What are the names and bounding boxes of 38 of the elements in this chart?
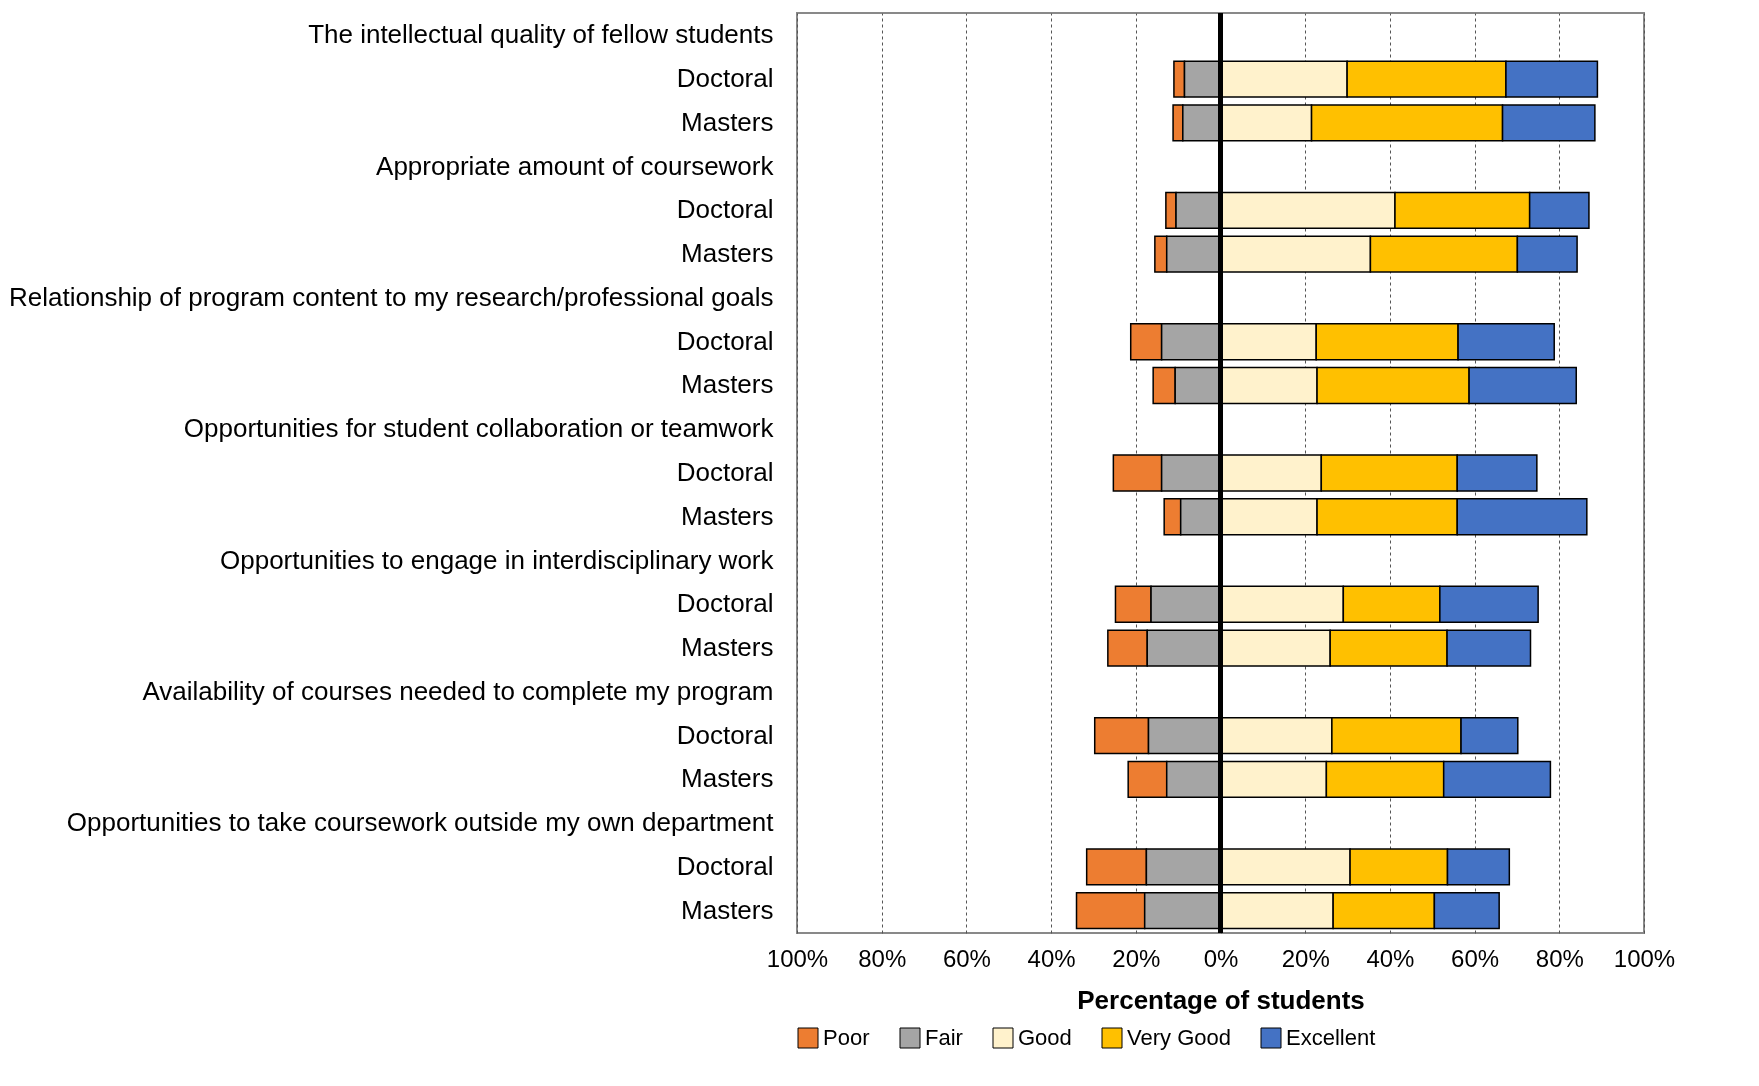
x-tick-label: 100% (766, 944, 829, 972)
y-tick-label: Masters (681, 500, 774, 531)
x-tick-label: 80% (1535, 944, 1584, 972)
y-tick-label: Doctoral (676, 850, 774, 881)
y-tick-label: Doctoral (676, 719, 774, 750)
y-tick-label: Masters (681, 369, 774, 400)
y-tick-label: Masters (681, 894, 774, 925)
legend-label: Poor (823, 1025, 870, 1050)
y-tick-label: Masters (681, 632, 774, 663)
x-tick-label: 40% (1366, 944, 1415, 972)
y-tick-label: Masters (681, 763, 774, 794)
x-tick-label: 0% (1203, 944, 1239, 972)
y-tick-label: Doctoral (676, 63, 774, 94)
y-tick-label: Appropriate amount of coursework (376, 150, 775, 181)
y-tick-label: Doctoral (676, 457, 774, 487)
x-tick-label: 100% (1613, 944, 1676, 972)
legend-label: Good (1018, 1025, 1072, 1050)
y-tick-label: Doctoral (676, 194, 774, 225)
y-tick-label: Availability of courses needed to complete my program (142, 675, 774, 706)
legend-label: Excellent (1286, 1025, 1376, 1050)
y-tick-label: Opportunities for student collaboration or teamwork (183, 413, 775, 444)
legend-label: Very Good (1127, 1025, 1231, 1050)
x-tick-label: 60% (942, 944, 991, 972)
x-tick-label: 40% (1027, 944, 1076, 972)
x-tick-label: 20% (1281, 944, 1330, 972)
y-tick-label: Doctoral (676, 588, 774, 619)
y-tick-label: Relationship of program content to my research/professional goals (8, 281, 774, 312)
legend-label: Fair (925, 1025, 963, 1050)
y-tick-label: The intellectual quality of fellow students (308, 19, 774, 50)
x-tick-label: 60% (1451, 944, 1500, 972)
y-tick-label: Doctoral (676, 325, 774, 356)
x-tick-label: 80% (858, 944, 907, 972)
y-tick-label: Opportunities to take coursework outside my own department (66, 807, 775, 838)
y-tick-label: Opportunities to engage in interdisciplinary work (219, 544, 775, 575)
x-tick-label: 20% (1112, 944, 1161, 972)
y-tick-label: Masters (681, 106, 774, 137)
x-axis-title: Percentage of students (1077, 984, 1365, 1015)
y-tick-label: Masters (681, 238, 774, 269)
